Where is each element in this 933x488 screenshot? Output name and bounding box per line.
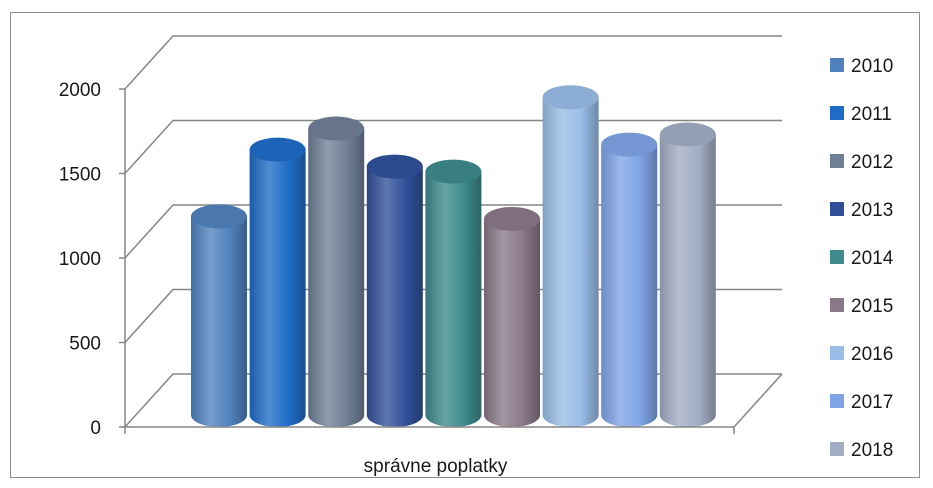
bar-2014 — [425, 159, 482, 427]
bar-top — [601, 132, 658, 157]
bar-top — [542, 85, 599, 110]
bar-body — [191, 216, 247, 427]
bar-2010 — [191, 204, 247, 427]
legend-swatch — [830, 442, 844, 456]
legend-label: 2018 — [851, 440, 893, 461]
legend-item-2014: 2014 — [830, 248, 894, 269]
legend-swatch — [830, 298, 844, 312]
legend-item-2010: 2010 — [830, 56, 893, 77]
bar-2018 — [659, 122, 716, 427]
bar-body — [425, 171, 482, 427]
legend-swatch — [830, 250, 844, 264]
bar-body — [249, 149, 306, 428]
legend-label: 2014 — [851, 248, 894, 269]
legend-label: 2011 — [851, 104, 892, 125]
bar-2017 — [601, 132, 658, 427]
y-tick-label: 1500 — [59, 165, 101, 186]
chart-frame: 0 500 1000 1500 2000 správne poplatky 2010 201… — [10, 12, 920, 478]
y-tick-label: 1000 — [59, 249, 101, 270]
x-category-label: správne poplatky — [364, 456, 508, 477]
bar-body — [601, 144, 658, 427]
bar-body — [484, 218, 540, 427]
legend-label: 2013 — [851, 200, 893, 221]
y-tick-label: 2000 — [59, 80, 101, 101]
bar-2015 — [484, 206, 540, 427]
legend-swatch — [830, 154, 844, 168]
bar-2013 — [366, 154, 423, 427]
bars-layer — [191, 85, 716, 428]
legend-label: 2016 — [851, 344, 893, 365]
bar-top — [366, 154, 423, 179]
bar-top — [191, 204, 247, 229]
bar-2012 — [308, 116, 365, 428]
legend-item-2018: 2018 — [830, 440, 893, 461]
legend-swatch — [830, 394, 844, 408]
legend-label: 2012 — [851, 152, 893, 173]
legend: 2010 2011 2012 2013 2014 2015 2016 2017 2018 — [830, 56, 894, 461]
y-tick-label: 500 — [69, 334, 101, 355]
legend-item-2017: 2017 — [830, 392, 893, 413]
bar-body — [308, 128, 365, 428]
legend-item-2011: 2011 — [830, 104, 892, 125]
bar-body — [366, 166, 423, 427]
legend-item-2012: 2012 — [830, 152, 893, 173]
bar-top — [484, 206, 540, 231]
legend-item-2013: 2013 — [830, 200, 893, 221]
y-tick-label: 0 — [90, 418, 101, 439]
legend-item-2015: 2015 — [830, 296, 893, 317]
bar-top — [659, 122, 716, 147]
legend-swatch — [830, 346, 844, 360]
legend-label: 2010 — [851, 56, 893, 77]
axis-layer: 0 500 1000 1500 2000 správne poplatky — [59, 80, 783, 477]
bar-top — [308, 116, 365, 141]
bar-top — [425, 159, 482, 184]
legend-swatch — [830, 202, 844, 216]
gridline — [124, 35, 782, 90]
legend-label: 2017 — [851, 392, 893, 413]
bar-2016 — [542, 85, 599, 427]
legend-swatch — [830, 106, 844, 120]
legend-item-2016: 2016 — [830, 344, 893, 365]
legend-label: 2015 — [851, 296, 893, 317]
legend-swatch — [830, 58, 844, 72]
bar-body — [659, 134, 716, 427]
bar-body — [542, 97, 599, 427]
bar-2011 — [249, 137, 306, 428]
bar-top — [249, 137, 306, 162]
